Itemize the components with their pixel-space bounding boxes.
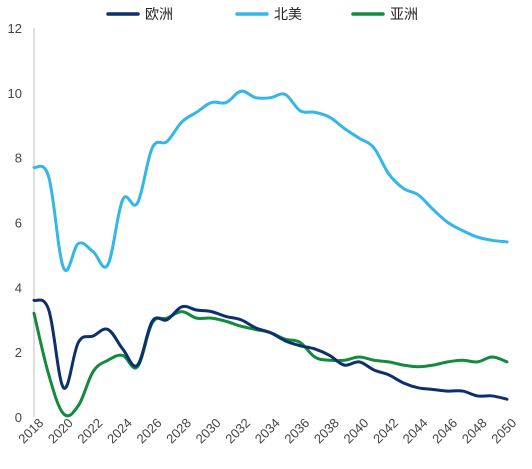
y-tick-label: 2 xyxy=(15,345,22,360)
x-tick-label: 2044 xyxy=(400,415,431,446)
x-tick-label: 2022 xyxy=(74,415,105,446)
x-tick-label: 2028 xyxy=(163,415,194,446)
legend-label: 欧洲 xyxy=(145,6,173,22)
x-tick-label: 2042 xyxy=(370,415,401,446)
series-line-0 xyxy=(32,298,509,401)
y-tick-label: 4 xyxy=(15,280,22,295)
y-tick-label: 10 xyxy=(8,86,22,101)
y-tick-label: 12 xyxy=(8,21,22,36)
y-tick-label: 0 xyxy=(15,410,22,425)
series-line-2 xyxy=(32,310,509,418)
legend: 欧洲 北美 亚洲 xyxy=(106,6,418,22)
x-tick-label: 2034 xyxy=(252,415,283,446)
x-tick-label: 2038 xyxy=(311,415,342,446)
x-tick-label: 2046 xyxy=(429,415,460,446)
series-layer xyxy=(32,89,509,418)
x-tick-label: 2026 xyxy=(134,415,165,446)
x-tick-label: 2036 xyxy=(281,415,312,446)
legend-label: 北美 xyxy=(274,6,302,22)
y-tick-label: 8 xyxy=(15,151,22,166)
x-tick-label: 2050 xyxy=(488,415,519,446)
legend-label: 亚洲 xyxy=(390,6,418,22)
x-tick-label: 2040 xyxy=(340,415,371,446)
axis-layer: 0246810122018202020222024202620282030203… xyxy=(8,21,520,446)
x-tick-label: 2032 xyxy=(222,415,253,446)
x-tick-label: 2048 xyxy=(459,415,490,446)
y-tick-label: 6 xyxy=(15,216,22,231)
series-line-1 xyxy=(32,89,509,272)
x-tick-label: 2030 xyxy=(193,415,224,446)
x-tick-label: 2020 xyxy=(45,415,76,446)
x-tick-label: 2024 xyxy=(104,415,135,446)
